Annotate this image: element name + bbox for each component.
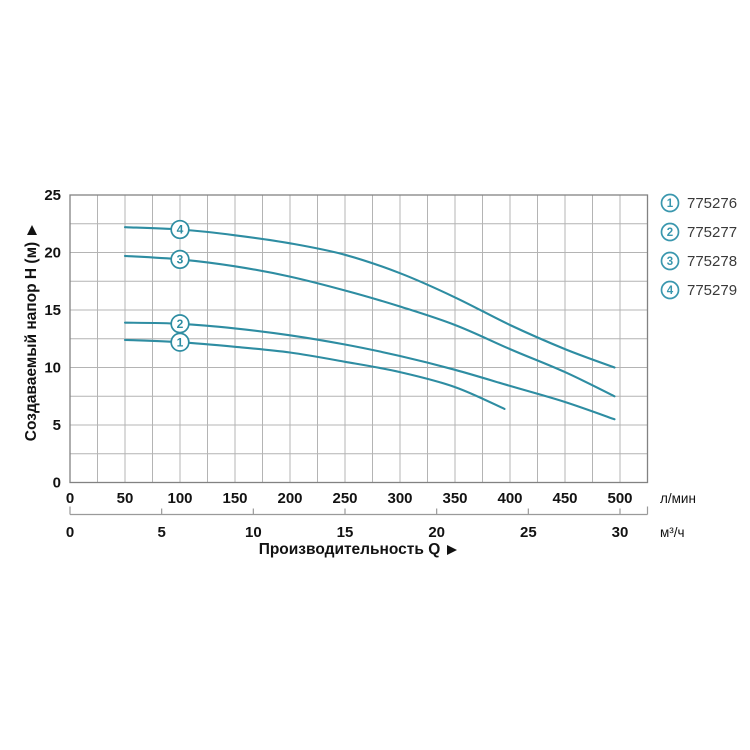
legend-code-1: 775276 bbox=[687, 195, 737, 212]
x-tick-label-lmin: 250 bbox=[332, 490, 357, 507]
y-tick-label: 0 bbox=[53, 475, 61, 492]
x-tick-label-lmin: 400 bbox=[497, 490, 522, 507]
x-tick-label-lmin: 450 bbox=[552, 490, 577, 507]
y-tick-label: 5 bbox=[53, 417, 61, 434]
x-axis-unit-m3h: м³/ч bbox=[660, 525, 685, 540]
x-tick-label-lmin: 200 bbox=[277, 490, 302, 507]
x-axis-unit-lmin: л/мин bbox=[660, 491, 696, 506]
curve-marker-circle-2 bbox=[170, 314, 190, 334]
x-tick-label-lmin: 350 bbox=[442, 490, 467, 507]
x-tick-label-m3h: 20 bbox=[428, 524, 445, 541]
x-tick-label-lmin: 500 bbox=[607, 490, 632, 507]
x-tick-label-m3h: 0 bbox=[66, 524, 74, 541]
curve-marker-number-2: 2 bbox=[177, 317, 184, 331]
curve-marker-number-1: 1 bbox=[177, 335, 184, 349]
x-tick-label-lmin: 0 bbox=[66, 490, 74, 507]
plot-border bbox=[69, 194, 649, 484]
right-triangle-icon bbox=[447, 545, 458, 555]
legend-marker-number-4: 4 bbox=[667, 285, 674, 297]
legend-code-2: 775277 bbox=[687, 224, 737, 241]
y-axis-title: Создаваемый напор H (м) bbox=[22, 163, 42, 503]
up-triangle-icon bbox=[27, 224, 37, 235]
x-axis-title: Производительность Q bbox=[108, 540, 608, 560]
y-tick-label: 15 bbox=[44, 302, 61, 319]
curve-marker-number-3: 3 bbox=[177, 253, 184, 267]
legend-marker-circle-4 bbox=[660, 280, 680, 300]
x-tick-label-m3h: 15 bbox=[337, 524, 354, 541]
x-tick-label-m3h: 30 bbox=[612, 524, 629, 541]
curve-marker-circle-3 bbox=[170, 249, 190, 270]
x-tick-label-m3h: 5 bbox=[157, 524, 165, 541]
x-tick-label-lmin: 100 bbox=[167, 490, 192, 507]
x-tick-label-lmin: 50 bbox=[117, 490, 134, 507]
legend-marker-number-3: 3 bbox=[667, 256, 673, 268]
x-tick-label-lmin: 300 bbox=[387, 490, 412, 507]
x-tick-label-m3h: 10 bbox=[245, 524, 262, 541]
legend-marker-number-1: 1 bbox=[667, 198, 674, 210]
y-tick-label: 25 bbox=[44, 187, 61, 204]
y-axis-title-text: Создаваемый напор H (м) bbox=[23, 241, 40, 442]
y-tick-label: 10 bbox=[44, 360, 61, 377]
curve-3 bbox=[123, 254, 616, 398]
x-tick-label-lmin: 150 bbox=[222, 490, 247, 507]
legend-code-4: 775279 bbox=[687, 282, 737, 299]
x-axis-title-text: Производительность Q bbox=[258, 541, 441, 558]
curve-2 bbox=[123, 321, 616, 421]
x-tick-label-m3h: 25 bbox=[520, 524, 537, 541]
legend-marker-circle-2 bbox=[660, 222, 680, 242]
curve-marker-circle-4 bbox=[170, 219, 190, 240]
legend-marker-circle-3 bbox=[660, 251, 680, 271]
legend-code-3: 775278 bbox=[687, 253, 737, 270]
legend-marker-circle-1 bbox=[660, 193, 680, 213]
curve-marker-number-4: 4 bbox=[177, 223, 184, 237]
curve-4 bbox=[123, 226, 616, 369]
y-tick-label: 20 bbox=[44, 245, 61, 262]
legend-marker-number-2: 2 bbox=[667, 227, 673, 239]
